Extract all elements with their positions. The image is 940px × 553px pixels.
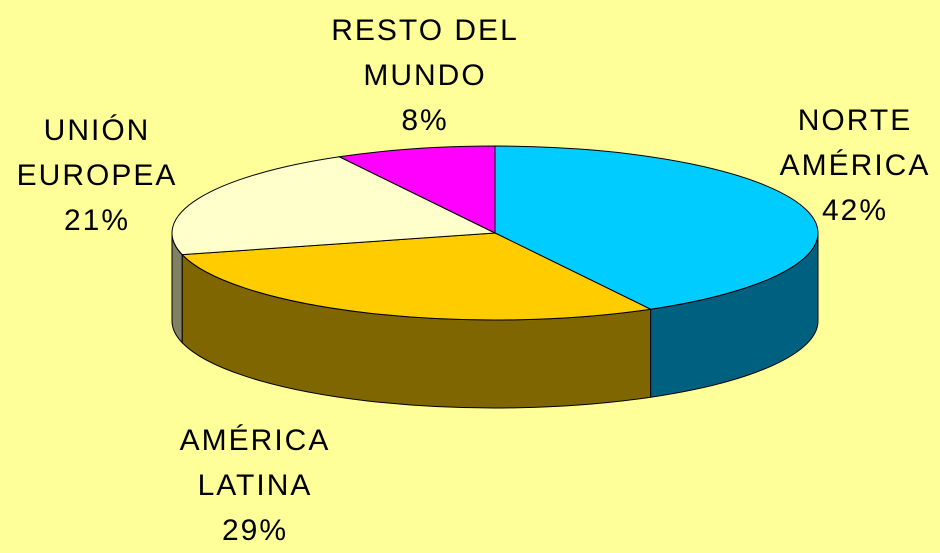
slice-category: RESTO DEL MUNDO — [331, 14, 519, 92]
pie-sides — [171, 232, 819, 409]
slice-category: NORTE AMÉRICA — [779, 104, 931, 182]
pie-tops — [171, 145, 819, 321]
slice-label: NORTE AMÉRICA 42% — [770, 98, 940, 233]
pie-slice — [337, 145, 496, 234]
slice-value: 21% — [63, 204, 131, 237]
pie-slice — [181, 232, 653, 321]
pie-slice — [171, 156, 497, 256]
slice-label: UNIÓN EUROPEA 21% — [12, 108, 182, 243]
slice-category: AMÉRICA LATINA — [179, 424, 331, 502]
slice-value: 8% — [401, 104, 449, 137]
pie-slice — [494, 145, 819, 310]
slice-value: 42% — [821, 194, 889, 227]
slice-label: RESTO DEL MUNDO 8% — [310, 8, 540, 143]
slice-value: 29% — [221, 514, 289, 547]
slice-category: UNIÓN EUROPEA — [16, 114, 178, 192]
slice-label: AMÉRICA LATINA 29% — [170, 418, 340, 553]
